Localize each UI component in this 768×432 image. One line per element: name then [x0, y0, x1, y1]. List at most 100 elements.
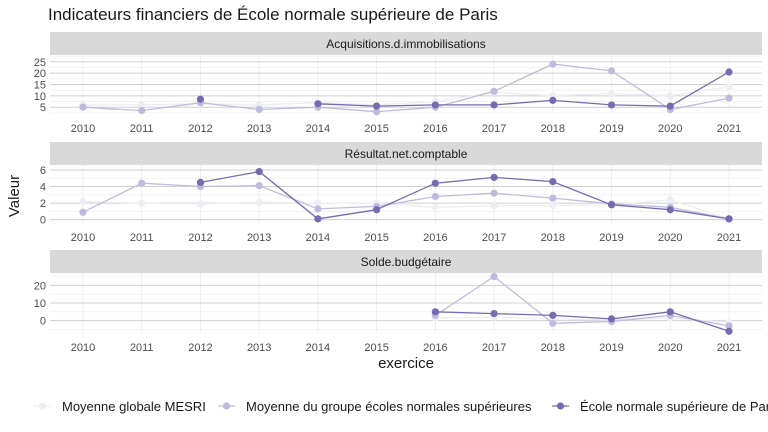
- x-tick-label: 2019: [599, 123, 623, 135]
- legend-label: Moyenne globale MESRI: [62, 399, 206, 414]
- x-tick-label: 2018: [541, 232, 565, 244]
- data-point: [549, 311, 557, 319]
- data-point: [607, 89, 616, 98]
- series-line: [435, 316, 730, 324]
- series-3: [196, 168, 733, 223]
- data-point: [314, 199, 322, 207]
- data-point: [490, 309, 498, 318]
- data-point: [725, 68, 733, 76]
- x-tick-label: 2019: [599, 232, 623, 244]
- data-point: [666, 196, 674, 204]
- x-tick-label: 2012: [188, 232, 212, 244]
- x-tick-label: 2015: [364, 123, 388, 135]
- data-point: [138, 179, 146, 187]
- chart-legend: Moyenne globale MESRI Moyenne du groupe é…: [34, 399, 768, 414]
- data-point: [607, 67, 616, 75]
- data-point: [431, 308, 439, 316]
- x-tick-label: 2011: [130, 123, 154, 135]
- data-point: [431, 203, 439, 211]
- data-point: [725, 83, 733, 91]
- y-tick-label: 15: [34, 80, 46, 92]
- x-tick-label: 2016: [423, 123, 447, 135]
- x-tick-label: 2020: [658, 232, 682, 244]
- panel-strip-label: Acquisitions.d.immobilisations: [326, 37, 485, 51]
- data-point: [666, 206, 674, 214]
- x-tick-label: 2014: [306, 342, 330, 354]
- data-point: [431, 192, 439, 201]
- legend-item: Moyenne globale MESRI: [34, 399, 206, 414]
- y-tick-label: 20: [34, 280, 46, 292]
- data-point: [549, 202, 557, 210]
- data-point: [490, 101, 498, 109]
- data-point: [666, 92, 674, 100]
- x-tick-label: 2016: [423, 342, 447, 354]
- series-1: [431, 313, 733, 327]
- legend-item: École normale supérieure de Paris: [552, 399, 768, 414]
- data-point: [490, 189, 498, 197]
- x-tick-label: 2020: [658, 123, 682, 135]
- data-point: [431, 101, 439, 109]
- x-tick-label: 2015: [364, 342, 388, 354]
- x-tick-label: 2021: [717, 342, 741, 354]
- series-line: [435, 311, 730, 332]
- y-tick-label: 10: [34, 91, 46, 103]
- data-point: [490, 173, 498, 182]
- data-point: [549, 194, 557, 202]
- data-point: [725, 327, 733, 335]
- panel-3: Solde.budgétaire 0 10 20 2010 2011 2012 2013 201…: [34, 250, 762, 354]
- data-point: [255, 168, 263, 176]
- panel-strip: [50, 142, 762, 165]
- x-tick-label: 2011: [130, 342, 154, 354]
- series-line: [317, 71, 730, 107]
- data-point: [138, 199, 146, 207]
- data-point: [549, 96, 557, 104]
- data-point: [607, 101, 616, 109]
- data-point: [725, 94, 733, 102]
- data-point: [549, 60, 557, 68]
- data-point: [549, 319, 557, 327]
- data-point: [373, 206, 381, 214]
- x-tick-label: 2010: [71, 123, 95, 135]
- data-point: [196, 95, 205, 103]
- panel-strip: [50, 32, 762, 55]
- legend-label: École normale supérieure de Paris: [580, 399, 768, 414]
- x-tick-label: 2017: [482, 123, 506, 135]
- data-point: [490, 202, 498, 210]
- panel-strip: [50, 250, 762, 273]
- y-tick-label: 25: [34, 57, 46, 69]
- series-2: [79, 179, 733, 223]
- x-tick-label: 2013: [247, 342, 271, 354]
- data-point: [196, 178, 205, 186]
- series-line: [82, 63, 730, 113]
- x-tick-label: 2018: [541, 123, 565, 135]
- x-tick-label: 2021: [717, 232, 741, 244]
- data-point: [79, 103, 87, 111]
- data-point: [196, 200, 205, 208]
- x-tick-label: 2013: [247, 123, 271, 135]
- y-tick-label: 6: [40, 165, 46, 177]
- data-point: [607, 315, 616, 323]
- x-tick-label: 2018: [541, 342, 565, 354]
- series-line: [82, 182, 730, 220]
- x-tick-label: 2017: [482, 342, 506, 354]
- legend-key-point: [222, 402, 231, 410]
- x-tick-label: 2012: [188, 123, 212, 135]
- data-point: [314, 215, 322, 223]
- y-tick-label: 2: [40, 198, 46, 210]
- data-point: [255, 105, 263, 114]
- data-point: [138, 106, 146, 115]
- legend-item: Moyenne du groupe écoles normales supéri…: [218, 399, 532, 414]
- x-tick-label: 2010: [71, 342, 95, 354]
- series-3: [431, 308, 733, 335]
- y-tick-label: 0: [40, 316, 46, 328]
- x-tick-label: 2014: [306, 123, 330, 135]
- data-point: [725, 322, 733, 330]
- data-point: [79, 197, 87, 206]
- data-point: [255, 198, 263, 206]
- data-point: [490, 87, 498, 95]
- data-point: [549, 177, 557, 186]
- x-tick-label: 2010: [71, 232, 95, 244]
- legend-label: Moyenne du groupe écoles normales supéri…: [246, 399, 532, 414]
